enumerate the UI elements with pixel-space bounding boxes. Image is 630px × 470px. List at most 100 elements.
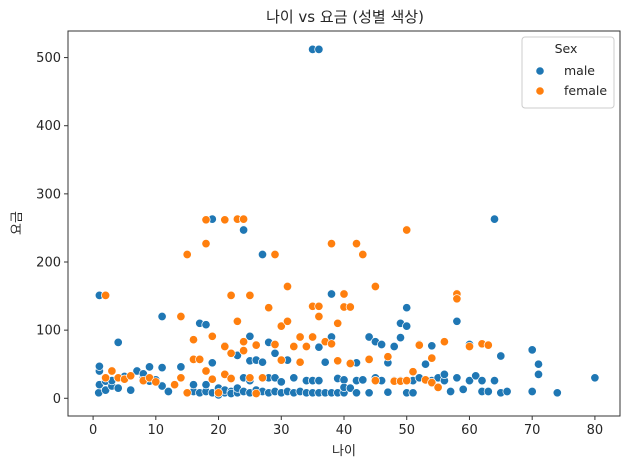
x-tick-label: 30 <box>273 423 290 438</box>
data-point-male <box>402 321 412 331</box>
data-point-male <box>314 376 324 386</box>
chart-title: 나이 vs 요금 (성별 색상) <box>266 8 424 26</box>
data-point-male <box>207 358 217 368</box>
y-tick-label: 300 <box>36 187 61 202</box>
data-point-female <box>226 290 236 300</box>
data-point-male <box>157 311 167 322</box>
x-tick-label: 70 <box>524 423 541 438</box>
data-point-female <box>251 340 261 350</box>
data-point-female <box>207 331 217 341</box>
data-point-male <box>320 357 330 367</box>
data-point-female <box>251 388 261 399</box>
data-point-female <box>326 239 337 249</box>
data-point-female <box>282 316 293 326</box>
data-point-female <box>176 311 186 322</box>
data-point-female <box>308 332 318 342</box>
data-point-male <box>176 362 186 372</box>
data-point-female <box>345 358 355 369</box>
legend-title: Sex <box>555 41 578 56</box>
data-point-female <box>483 340 493 350</box>
data-point-female <box>326 339 337 349</box>
x-tick-label: 0 <box>89 423 97 438</box>
data-point-female <box>245 373 255 383</box>
data-point-male <box>201 380 211 390</box>
data-point-male <box>314 342 324 352</box>
data-point-male <box>345 383 355 393</box>
data-point-female <box>201 366 211 376</box>
data-point-male <box>157 363 167 373</box>
data-point-male <box>276 377 286 387</box>
data-point-male <box>144 362 155 372</box>
y-tick-label: 400 <box>36 119 61 134</box>
legend-label-male: male <box>564 63 595 78</box>
data-point-female <box>239 337 249 347</box>
data-point-male <box>452 316 462 326</box>
data-point-male <box>389 341 399 352</box>
data-point-female <box>276 321 286 331</box>
data-point-female <box>220 341 230 352</box>
data-point-female <box>295 357 305 367</box>
data-point-female <box>239 346 249 356</box>
data-point-female <box>257 373 268 383</box>
x-tick-label: 40 <box>336 423 353 438</box>
data-point-female <box>289 341 299 352</box>
data-point-male <box>157 381 167 391</box>
data-point-female <box>370 281 380 292</box>
data-point-male <box>257 249 268 260</box>
data-point-female <box>195 354 205 364</box>
data-point-female <box>333 356 343 366</box>
data-point-male <box>126 385 136 395</box>
data-point-female <box>408 367 418 377</box>
data-point-female <box>220 215 230 225</box>
data-point-male <box>201 320 211 330</box>
data-point-female <box>452 294 462 304</box>
data-point-female <box>339 289 349 299</box>
data-point-female <box>245 290 255 300</box>
data-point-female <box>464 341 475 352</box>
data-point-female <box>439 337 449 347</box>
data-point-female <box>333 318 343 328</box>
y-tick-label: 500 <box>36 51 61 66</box>
data-point-female <box>213 388 224 398</box>
data-point-male <box>188 380 199 390</box>
x-tick-label: 60 <box>461 423 478 438</box>
data-point-male <box>364 388 374 398</box>
data-point-male <box>402 303 412 313</box>
data-point-female <box>270 249 280 260</box>
data-point-female <box>276 355 286 365</box>
data-point-female <box>182 388 192 398</box>
data-point-female <box>201 239 211 249</box>
legend-box <box>521 36 615 109</box>
data-point-female <box>427 353 437 363</box>
y-axis-label: 요금 <box>10 211 25 235</box>
data-point-male <box>533 359 544 369</box>
data-point-male <box>339 375 349 385</box>
series-female <box>101 214 493 399</box>
data-point-male <box>527 345 537 355</box>
data-point-female <box>402 225 412 235</box>
legend: Sex male female <box>521 36 615 109</box>
data-point-male <box>483 386 493 397</box>
x-tick-label: 80 <box>587 423 604 438</box>
legend-marker-male <box>535 66 545 76</box>
data-point-female <box>314 311 324 322</box>
data-point-male <box>464 376 475 386</box>
data-point-male <box>113 337 123 347</box>
data-point-male <box>101 385 111 395</box>
data-point-female <box>264 303 274 313</box>
data-point-male <box>477 376 487 386</box>
data-point-female <box>182 249 192 260</box>
data-point-male <box>113 383 123 393</box>
data-point-female <box>427 378 437 388</box>
data-point-female <box>226 348 236 358</box>
data-point-male <box>496 351 506 361</box>
x-axis: 0 10 20 30 40 50 60 70 80 <box>89 416 603 438</box>
data-point-female <box>301 341 311 352</box>
y-tick-label: 100 <box>36 324 61 339</box>
data-point-male <box>289 373 299 383</box>
legend-label-female: female <box>564 83 607 98</box>
data-point-male <box>533 369 544 379</box>
data-point-female <box>188 335 199 345</box>
data-point-male <box>314 44 324 54</box>
data-point-female <box>270 339 280 350</box>
